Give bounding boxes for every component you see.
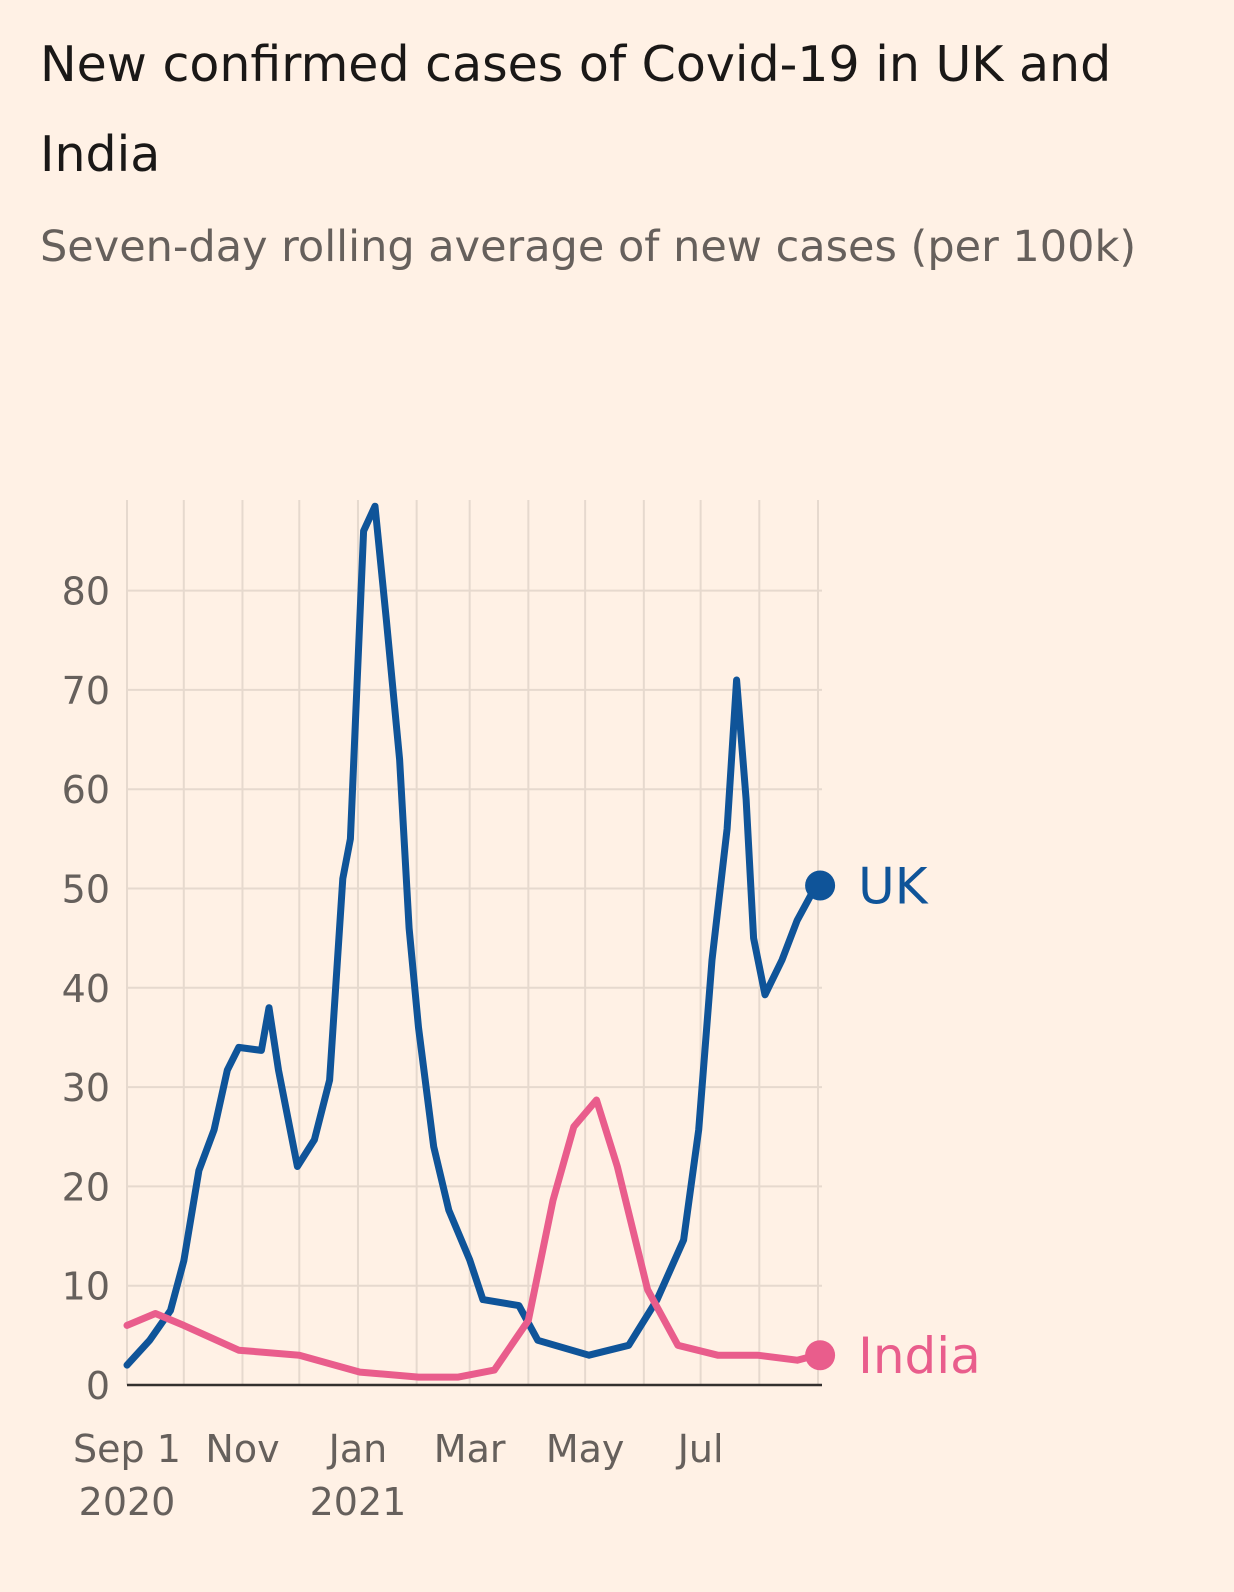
y-tick-label: 80 — [62, 570, 110, 614]
x-tick-label: Sep 1 — [73, 1427, 181, 1471]
chart-title: New confirmed cases of Covid-19 in UK an… — [40, 36, 1112, 183]
y-tick-label: 0 — [86, 1364, 110, 1408]
x-tick-label: Jan — [327, 1427, 388, 1471]
x-tick-label: Nov — [205, 1427, 279, 1471]
x-tick-label: Jul — [676, 1427, 724, 1471]
y-tick-label: 20 — [62, 1165, 110, 1209]
y-tick-label: 50 — [62, 868, 110, 912]
y-tick-label: 30 — [62, 1066, 110, 1110]
series-end-dot-india — [805, 1340, 836, 1371]
y-tick-label: 60 — [62, 768, 110, 812]
x-tick-label: May — [546, 1427, 625, 1471]
y-tick-label: 10 — [62, 1265, 110, 1309]
series-line-india — [123, 1096, 820, 1381]
x-tick-year-label: 2021 — [310, 1480, 407, 1524]
y-tick-label: 40 — [62, 967, 110, 1011]
series-label-india: India — [858, 1327, 981, 1385]
series-line-uk — [123, 502, 820, 1369]
x-tick-year-label: 2020 — [79, 1480, 176, 1524]
series-end-dot-uk — [805, 870, 836, 901]
series-label-uk: UK — [858, 858, 929, 916]
y-tick-label: 70 — [62, 669, 110, 713]
x-tick-label: Mar — [434, 1427, 506, 1471]
chart-subtitle: Seven-day rolling average of new cases (… — [40, 222, 1137, 272]
